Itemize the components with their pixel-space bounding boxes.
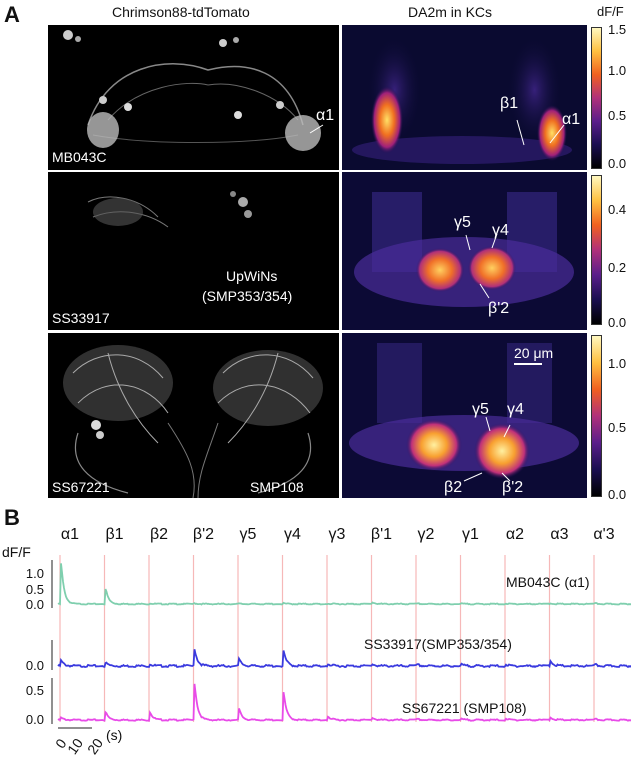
region-label-beta-prime2: β'2 (502, 479, 524, 496)
y-tick-label: 0.5 (25, 582, 44, 597)
colorbar-tick: 0.4 (608, 202, 627, 217)
y-tick-label: 1.0 (25, 566, 44, 581)
region-header-3: β'2 (192, 526, 215, 543)
scale-bar (514, 363, 542, 365)
trace-series-1 (57, 649, 631, 669)
y-axis-label: dF/F (2, 544, 31, 560)
scale-bar-label: 20 μm (514, 345, 554, 361)
smp108-label: SMP108 (250, 479, 304, 495)
heatmap-mb043c (352, 35, 572, 164)
x-unit: (s) (106, 727, 123, 743)
heatmap-ss33917 (354, 192, 574, 307)
region-label-beta1: β1 (500, 95, 519, 112)
region-header-4: γ5 (239, 526, 257, 543)
region-label-gamma4: γ4 (492, 222, 509, 239)
heatmap-ss67221 (349, 343, 579, 482)
colorbar-tick: 1.5 (608, 22, 627, 37)
trace-label-2: SS67221 (SMP108) (402, 700, 527, 716)
trace-series-0 (57, 563, 631, 606)
y-tick-label: 0.0 (25, 597, 44, 612)
colorbar-ss33917 (591, 175, 602, 325)
region-header-9: γ1 (462, 526, 479, 543)
y-tick-label: 0.0 (25, 658, 44, 673)
region-label-gamma5: γ5 (472, 401, 489, 418)
region-label-gamma5: γ5 (454, 214, 471, 231)
neuron-morphology-ss67221 (63, 345, 323, 498)
region-label-gamma4: γ4 (507, 401, 524, 418)
y-tick-label: 0.0 (25, 712, 44, 727)
colorbar-tick: 1.0 (608, 356, 627, 371)
region-header-8: γ2 (417, 526, 435, 543)
calcium-heatmap-ss33917: γ5 γ4 β'2 (342, 172, 587, 330)
region-header-2: β2 (149, 526, 169, 543)
region-header-10: α2 (505, 526, 525, 543)
driver-label-mb043c: MB043C (52, 149, 107, 165)
driver-label-ss33917: SS33917 (52, 310, 110, 326)
panel-a-letter: A (4, 2, 20, 27)
colorbar-mb043c (591, 27, 602, 169)
region-header-6: γ3 (328, 526, 346, 543)
region-header-1: β1 (105, 526, 124, 543)
region-header-0: α1 (60, 526, 80, 543)
neuron-morphology-ss33917 (87, 191, 252, 228)
smp353-354-label: (SMP353/354) (202, 288, 293, 304)
y-tick-label: 0.5 (25, 683, 44, 698)
region-label-beta-prime2: β'2 (488, 300, 510, 317)
calcium-heatmap-ss67221: 20 μm γ5 γ4 β2 β'2 (342, 333, 587, 498)
region-header-5: γ4 (284, 526, 301, 543)
colorbar-tick: 1.0 (608, 63, 627, 78)
calcium-heatmap-mb043c: β1 α1 (342, 25, 587, 170)
left-column-header: Chrimson88-tdTomato (112, 4, 250, 20)
colorbar-tick: 0.2 (608, 260, 627, 275)
colorbar-tick: 0.5 (608, 420, 627, 435)
region-label-alpha1: α1 (316, 107, 335, 124)
trace-label-0: MB043C (α1) (506, 574, 590, 590)
region-header-7: β'1 (370, 526, 393, 543)
neuron-morphology-mb043c (63, 30, 324, 151)
region-header-11: α3 (550, 526, 569, 543)
colorbar-ss67221 (591, 335, 602, 497)
colorbar-tick: 0.0 (608, 315, 627, 330)
region-label-alpha1-right: α1 (562, 111, 581, 128)
panel-b-letter: B (4, 505, 20, 530)
colorbar-unit: dF/F (597, 4, 624, 19)
colorbar-tick: 0.0 (608, 156, 627, 171)
confocal-image-ss67221: SS67221 SMP108 (48, 333, 339, 498)
colorbar-tick: 0.0 (608, 487, 627, 502)
driver-label-ss67221: SS67221 (52, 479, 110, 495)
upwins-label: UpWiNs (226, 268, 278, 284)
region-header-12: α'3 (593, 526, 615, 543)
right-column-header: DA2m in KCs (408, 4, 493, 20)
trace-label-1: SS33917(SMP353/354) (364, 636, 512, 652)
confocal-image-ss33917: UpWiNs (SMP353/354) SS33917 (48, 172, 339, 330)
colorbar-tick: 0.5 (608, 108, 627, 123)
trace-series-2 (57, 683, 631, 722)
confocal-image-mb043c: MB043C α1 (48, 25, 339, 170)
region-label-beta2: β2 (444, 479, 463, 496)
